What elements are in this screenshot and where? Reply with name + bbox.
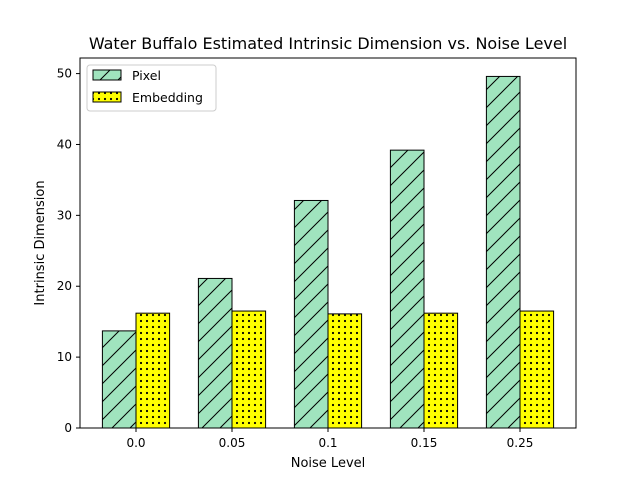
- chart-title: Water Buffalo Estimated Intrinsic Dimens…: [89, 34, 567, 53]
- x-tick-label-3: 0.15: [411, 436, 438, 450]
- x-axis-ticks: 0.0 0.05 0.1 0.15 0.25: [126, 428, 533, 450]
- bar-hatch-pixel-0_0: [101, 330, 137, 429]
- y-axis-ticks: 0 10 20 30 40 50: [57, 67, 80, 435]
- x-tick-label-1: 0.05: [219, 436, 246, 450]
- y-axis-label: Intrinsic Dimension: [33, 180, 48, 305]
- y-tick-label-30: 30: [57, 208, 72, 222]
- x-axis-label: Noise Level: [291, 456, 366, 471]
- legend-items: Pixel Embedding: [92, 68, 203, 105]
- y-tick-label-40: 40: [57, 137, 72, 151]
- y-tick-label-10: 10: [57, 350, 72, 364]
- bar-hatch-embedding-0_05: [231, 310, 267, 429]
- bar-hatch-embedding-0_25: [519, 310, 555, 429]
- bar-hatch-pixel-0_15: [389, 149, 425, 429]
- y-tick-label-0: 0: [64, 421, 72, 435]
- x-tick-label-4: 0.25: [507, 436, 534, 450]
- bar-hatch-pixel-0_1: [293, 199, 329, 429]
- legend: Pixel Embedding: [86, 64, 217, 112]
- bar-hatch-pixel-0_05: [197, 277, 233, 429]
- x-tick-label-2: 0.1: [318, 436, 337, 450]
- legend-swatch-hatch-pixel: [92, 69, 122, 81]
- plot-frame: [79, 57, 577, 429]
- legend-label-pixel: Pixel: [132, 68, 161, 83]
- legend-label-embedding: Embedding: [132, 90, 203, 105]
- x-tick-label-0: 0.0: [126, 436, 145, 450]
- bar-hatch-embedding-0_1: [327, 313, 363, 429]
- legend-swatch-hatch-embedding: [92, 91, 122, 103]
- bar-hatch-embedding-0_15: [423, 312, 459, 429]
- y-tick-label-50: 50: [57, 67, 72, 81]
- bar-hatch-pixel-0_25: [485, 75, 521, 429]
- bars-layer: [101, 75, 555, 429]
- y-tick-label-20: 20: [57, 279, 72, 293]
- bar-hatch-embedding-0_0: [135, 312, 171, 429]
